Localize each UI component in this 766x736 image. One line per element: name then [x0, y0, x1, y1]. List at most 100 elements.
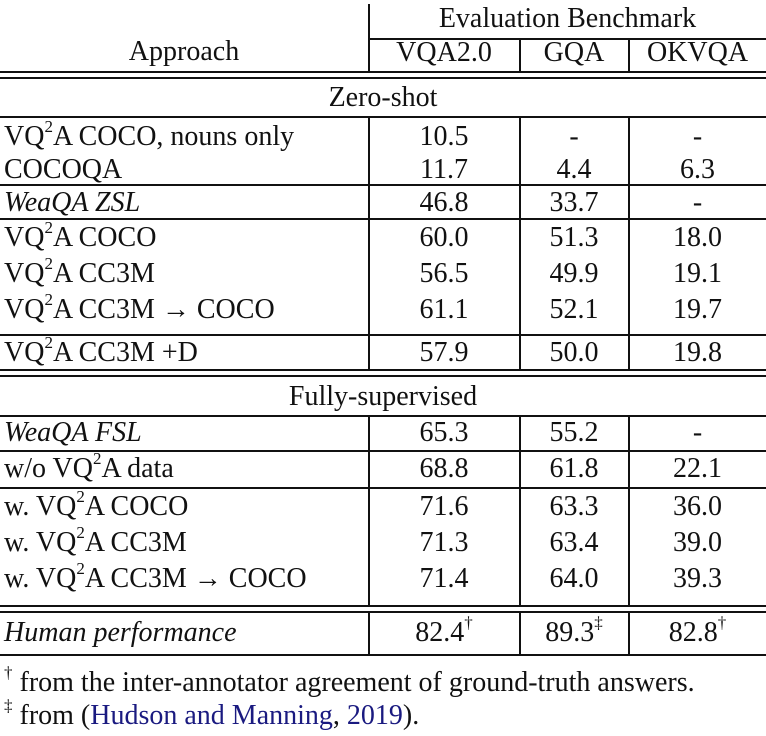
cell-gqa: 63.4 [549, 527, 599, 558]
label-pre: w/o VQ [4, 453, 93, 484]
rule-fs-title [0, 415, 766, 417]
cell-okvqa: 22.1 [673, 453, 722, 484]
rule-fs-bottom-1 [0, 605, 766, 607]
vrule-zs-gqa [519, 117, 521, 370]
rule-zs-3 [0, 334, 766, 336]
cell-vqa: 68.8 [419, 453, 469, 484]
label-post: A COCO, nouns only [52, 121, 295, 152]
row-approach-label: VQ2A COCO, nouns only [4, 116, 364, 154]
label-pre: WeaQA ZSL [4, 187, 141, 218]
label-superscript: 2 [92, 448, 102, 468]
cell-okvqa: 39.0 [673, 527, 722, 558]
double-dagger-mark: ‡ [594, 612, 603, 632]
label-post: A CC3M [52, 258, 155, 289]
row-approach-label: VQ2A CC3M +D [4, 332, 364, 370]
cell-vqa: 46.8 [419, 187, 469, 218]
row-approach-label: w. VQ2A CC3M [4, 522, 364, 560]
citation-link[interactable]: Hudson and Manning [90, 700, 333, 731]
cell-okvqa: 6.3 [680, 154, 715, 185]
cell-okvqa: 36.0 [673, 491, 722, 522]
cell-okvqa: - [692, 121, 703, 152]
cell-vqa: 61.1 [419, 294, 469, 325]
cell-gqa: 64.0 [549, 563, 599, 594]
label-superscript: 2 [76, 522, 85, 542]
row-approach-label: w. VQ2A CC3M → COCO [4, 558, 364, 596]
rule-zs-bottom-1 [0, 369, 766, 371]
human-gqa-value: 89.3 [545, 617, 595, 648]
vrule-header-approach [368, 4, 370, 72]
rule-header-group [368, 38, 766, 40]
cell-okvqa: 19.7 [673, 294, 722, 325]
label-superscript: 2 [76, 558, 85, 578]
label-pre: w. VQ [4, 527, 77, 558]
label-superscript: 2 [44, 289, 53, 309]
human-vqa-value: 82.4 [415, 617, 465, 648]
label-post: A CC3M → COCO [84, 563, 307, 594]
footnote-text: from the inter-annotator agreement of gr… [19, 667, 695, 698]
vrule-zs-okvqa [628, 117, 630, 370]
cell-vqa: 11.7 [420, 154, 468, 185]
vrule-header-gqa [519, 39, 521, 72]
label-post: A CC3M → COCO [52, 294, 275, 325]
footnote-mark: † [4, 662, 13, 682]
citation-year-link[interactable]: 2019 [346, 700, 403, 731]
label-pre: w. VQ [4, 563, 77, 594]
cell-gqa: 49.9 [549, 258, 599, 289]
cell-okvqa: 18.0 [673, 222, 722, 253]
cell-okvqa: - [692, 187, 703, 218]
row-approach-label: WeaQA ZSL [4, 186, 364, 220]
vrule-fs-gqa [519, 416, 521, 606]
label-post: A CC3M [84, 527, 187, 558]
cell-gqa: 61.8 [549, 453, 599, 484]
label-superscript: 2 [76, 486, 85, 506]
footnote-sep: , [332, 700, 347, 731]
label-post: A CC3M +D [52, 337, 198, 368]
rule-fs-bottom-2 [0, 611, 766, 613]
cell-okvqa: - [692, 417, 703, 448]
header-approach: Approach [128, 36, 240, 67]
human-okvqa-value: 82.8 [668, 617, 718, 648]
cell-gqa: 33.7 [549, 187, 599, 218]
rule-header-bottom-2 [0, 77, 766, 79]
cell-gqa: 52.1 [549, 294, 599, 325]
cell-vqa: 10.5 [419, 121, 469, 152]
label-pre: VQ [4, 121, 45, 152]
cell-gqa: 50.0 [549, 337, 599, 368]
rule-zero-shot-title [0, 116, 766, 118]
header-evaluation-benchmark: Evaluation Benchmark [438, 3, 697, 34]
header-col-okvqa: OKVQA [646, 37, 749, 68]
row-approach-label: COCOQA [4, 153, 364, 187]
cell-vqa: 71.4 [419, 563, 469, 594]
rule-header-bottom-1 [0, 71, 766, 73]
vrule-zs-approach [368, 117, 370, 370]
label-pre: w. VQ [4, 491, 77, 522]
vrule-human-gqa [519, 612, 521, 655]
label-superscript: 2 [44, 217, 53, 237]
label-pre: VQ [4, 258, 45, 289]
label-post: A data [101, 453, 174, 484]
human-vqa-cell: 82.4† [369, 614, 519, 650]
cell-gqa: 4.4 [556, 154, 592, 185]
cell-okvqa: 19.8 [673, 337, 722, 368]
cell-vqa: 65.3 [419, 417, 469, 448]
cell-gqa: 63.3 [549, 491, 599, 522]
footnote-mark: ‡ [4, 695, 13, 715]
vrule-fs-approach [368, 416, 370, 606]
row-approach-label: VQ2A CC3M [4, 255, 364, 291]
row-approach-label: WeaQA FSL [4, 416, 364, 450]
label-superscript: 2 [44, 116, 53, 136]
human-okvqa-cell: 82.8† [629, 614, 766, 650]
vrule-header-okvqa [628, 39, 630, 72]
header-col-vqa: VQA2.0 [396, 37, 492, 68]
section-title-fully-supervised: Fully-supervised [288, 381, 478, 412]
rule-zs-bottom-2 [0, 375, 766, 377]
vrule-fs-okvqa [628, 416, 630, 606]
section-title-zero-shot: Zero-shot [328, 82, 438, 113]
vrule-human-okvqa [628, 612, 630, 655]
header-col-gqa: GQA [543, 37, 605, 68]
cell-vqa: 56.5 [419, 258, 469, 289]
rule-fs-1 [0, 450, 766, 452]
label-pre: VQ [4, 337, 45, 368]
footnote-double-dagger: ‡ from (Hudson and Manning, 2019). [4, 695, 419, 733]
label-superscript: 2 [44, 332, 53, 352]
